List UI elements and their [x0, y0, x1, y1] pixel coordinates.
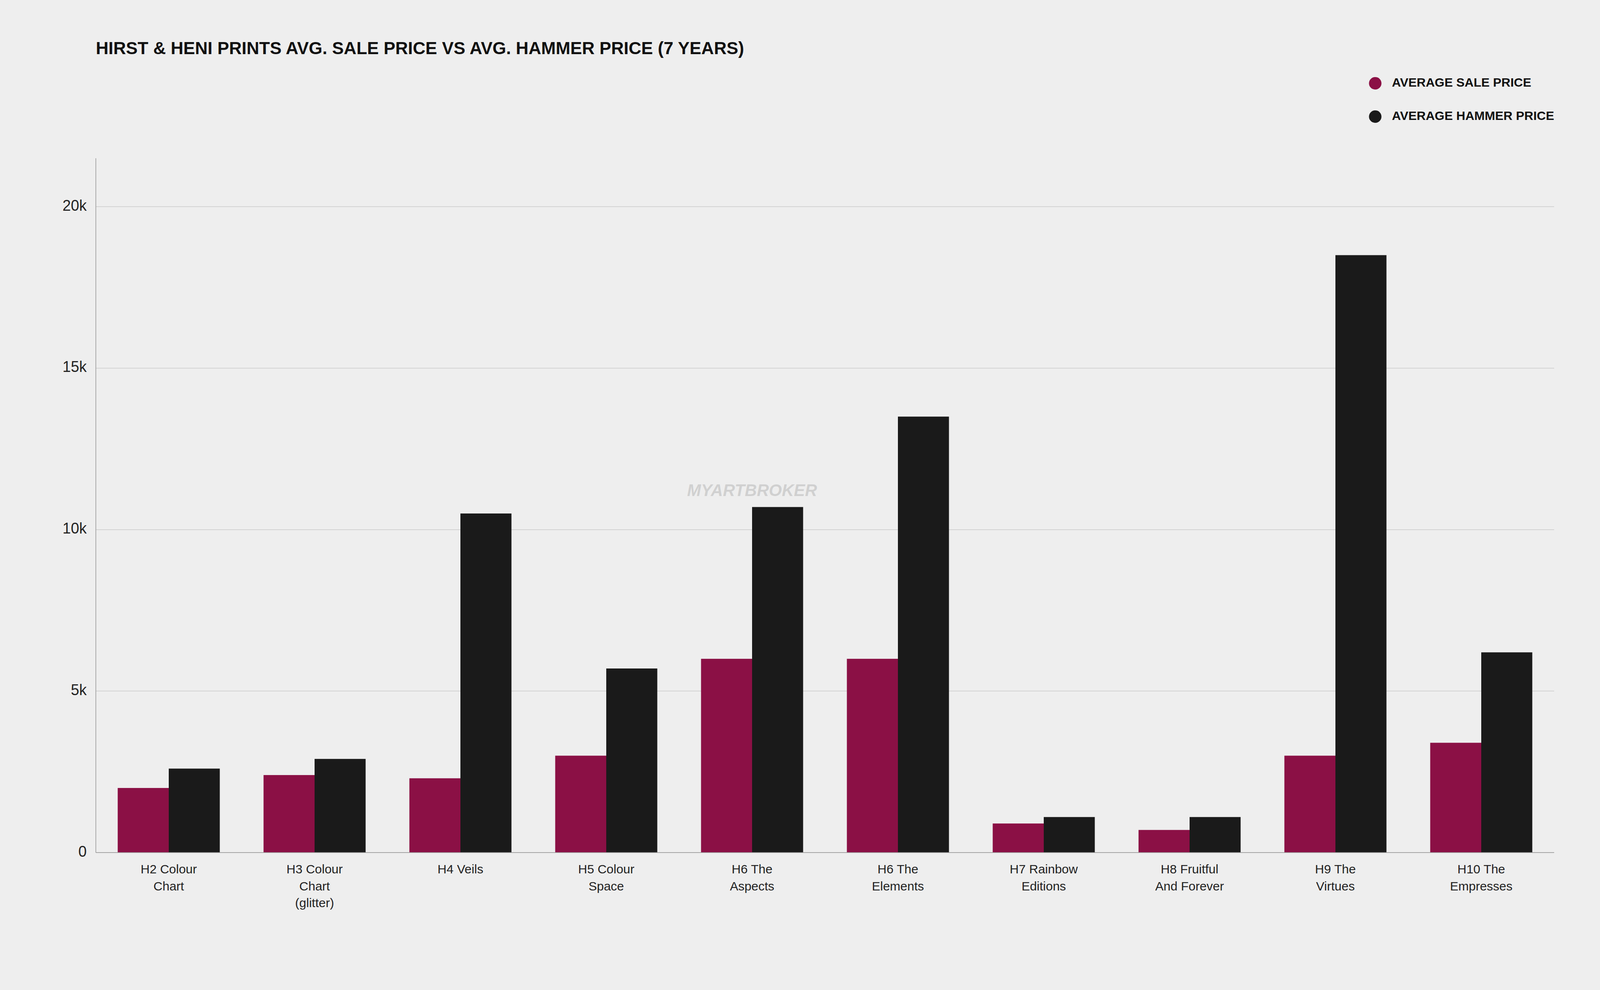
y-tick-label: 15k	[62, 358, 88, 376]
y-axis	[95, 158, 97, 853]
title: HIRST & HENI PRINTS AVG. SALE PRICE VS A…	[95, 38, 745, 58]
y-tick-label: 10k	[62, 520, 88, 538]
bar	[1043, 817, 1095, 853]
watermark: MYARTBROKER	[687, 481, 818, 500]
bar	[701, 659, 753, 853]
bars	[117, 255, 1533, 853]
bar	[1189, 817, 1241, 853]
x-tick-label: H4 Veils	[437, 862, 484, 877]
grid	[95, 206, 1555, 853]
y-tick-label: 20k	[62, 197, 88, 215]
legend: AVERAGE SALE PRICE AVERAGE HAMMER PRICE	[1369, 75, 1555, 123]
bar	[555, 755, 607, 853]
bar	[1138, 830, 1190, 853]
bar	[1481, 652, 1533, 853]
grid-line	[95, 206, 1555, 208]
bar	[263, 775, 315, 853]
legend-marker	[1369, 77, 1382, 90]
bar	[1430, 742, 1482, 853]
bar	[168, 768, 220, 853]
bar	[752, 507, 804, 853]
background	[0, 0, 1600, 990]
legend-label: AVERAGE SALE PRICE	[1392, 75, 1532, 90]
x-axis	[95, 852, 1555, 854]
x-tick-label: H9 TheVirtues	[1315, 862, 1356, 894]
y-tick-label: 0	[78, 843, 87, 861]
x-tick-label: H6 TheElements	[871, 862, 924, 894]
x-tick-label: H8 FruitfulAnd Forever	[1155, 862, 1224, 894]
y-tick-label: 5k	[70, 681, 88, 699]
x-tick-label: H3 ColourChart(glitter)	[286, 862, 343, 910]
bar	[897, 416, 950, 853]
bar	[314, 759, 366, 853]
bar	[460, 513, 512, 853]
chart: 0 5k 10k 15k 20k H2 ColourChart H3 ColourChart…	[0, 0, 1600, 990]
grid-line	[95, 852, 1555, 854]
bar	[1335, 255, 1387, 853]
x-tick-label: H2 ColourChart	[140, 862, 197, 894]
bar	[606, 668, 658, 853]
legend-label: AVERAGE HAMMER PRICE	[1392, 108, 1555, 123]
bar	[117, 788, 170, 853]
legend-marker	[1369, 110, 1382, 123]
bar	[1284, 755, 1336, 853]
bar	[409, 778, 461, 853]
x-tick-label: H7 RainbowEditions	[1009, 862, 1078, 894]
x-tick-label: H5 ColourSpace	[577, 862, 635, 894]
bar	[847, 659, 899, 853]
bar	[992, 823, 1045, 853]
x-tick-label: H6 TheAspects	[730, 862, 775, 894]
x-tick-label: H10 TheEmpresses	[1450, 862, 1513, 894]
